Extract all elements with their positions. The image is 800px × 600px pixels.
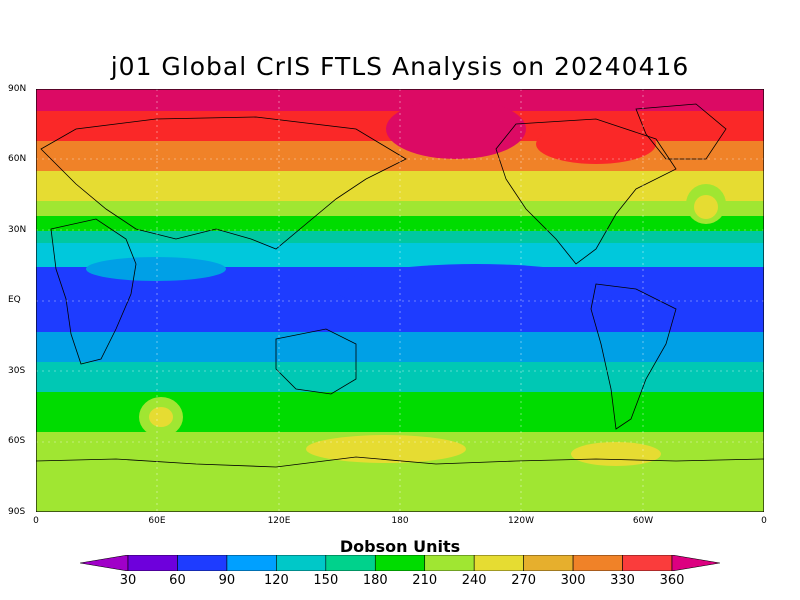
lon-tick-180: 180: [391, 516, 409, 526]
colorbar-segment: [276, 555, 327, 571]
lat-tick-30s: 30S: [8, 366, 26, 376]
colorbar-label: 90: [218, 573, 236, 588]
lat-tick-30n: 30N: [8, 225, 27, 235]
colorbar-label: 60: [169, 573, 186, 588]
band-polar-north: [36, 89, 764, 111]
n-atlantic-core: [694, 195, 718, 219]
lon-tick-60e: 60E: [148, 516, 166, 526]
lon-tick-120w: 120W: [507, 516, 535, 526]
colorbar-label: 180: [362, 573, 388, 588]
equatorial-cyan: [86, 257, 226, 281]
lat-tick-90n: 90N: [8, 84, 27, 94]
ozone-map: [36, 89, 764, 512]
colorbar: [80, 555, 720, 571]
coast-antarctica: [36, 456, 764, 468]
lon-tick-0: 0: [33, 516, 39, 526]
colorbar-label: 210: [412, 573, 438, 588]
colorbar-label: 150: [313, 573, 339, 588]
colorbar-label: 270: [511, 573, 537, 588]
colorbar-segment: [325, 555, 376, 571]
band-north-teal: [36, 231, 764, 243]
polar-high-canada: [536, 124, 656, 164]
lat-tick-60n: 60N: [8, 154, 27, 164]
lat-tick-60s: 60S: [8, 436, 26, 446]
colorbar-segment: [177, 555, 228, 571]
pacific-max: [386, 99, 526, 159]
colorbar-label: 30: [119, 573, 137, 588]
coast-australia: [275, 328, 357, 395]
s-indian-core: [149, 407, 173, 427]
coast-north-america: [495, 118, 677, 265]
coast-south-america: [590, 283, 677, 430]
colorbar-label: 360: [659, 573, 685, 588]
s-pacific-high: [306, 435, 466, 463]
lat-tick-90s: 90S: [8, 507, 26, 517]
band-north-green: [36, 216, 764, 231]
coast-eurasia: [40, 116, 407, 250]
colorbar-segment: [473, 555, 524, 571]
lat-tick-eq: EQ: [8, 295, 21, 305]
colorbar-label: 300: [560, 573, 586, 588]
colorbar-arrow-left: [80, 555, 129, 571]
map-title: j01 Global CrIS FTLS Analysis on 2024041…: [110, 52, 690, 81]
colorbar-arrow-right: [671, 555, 720, 571]
colorbar-segment: [226, 555, 277, 571]
band-north-lime: [36, 201, 764, 216]
colorbar-label: 120: [263, 573, 289, 588]
colorbar-title: Dobson Units: [339, 537, 461, 556]
lon-tick-60w: 60W: [632, 516, 654, 526]
colorbar-label: 240: [461, 573, 487, 588]
colorbar-label: 330: [610, 573, 635, 588]
lon-tick-0-end: 0: [761, 516, 767, 526]
colorbar-segment: [374, 555, 426, 571]
s-atlantic-high: [571, 442, 661, 466]
colorbar-segment: [523, 555, 574, 571]
coast-greenland: [635, 103, 727, 160]
colorbar-segment: [622, 555, 673, 571]
colorbar-segment: [127, 555, 178, 571]
tropical-pacific: [336, 264, 616, 314]
coast-africa: [50, 218, 137, 365]
colorbar-segment: [572, 555, 623, 571]
colorbar-segment: [424, 555, 475, 571]
lon-tick-120e: 120E: [267, 516, 291, 526]
